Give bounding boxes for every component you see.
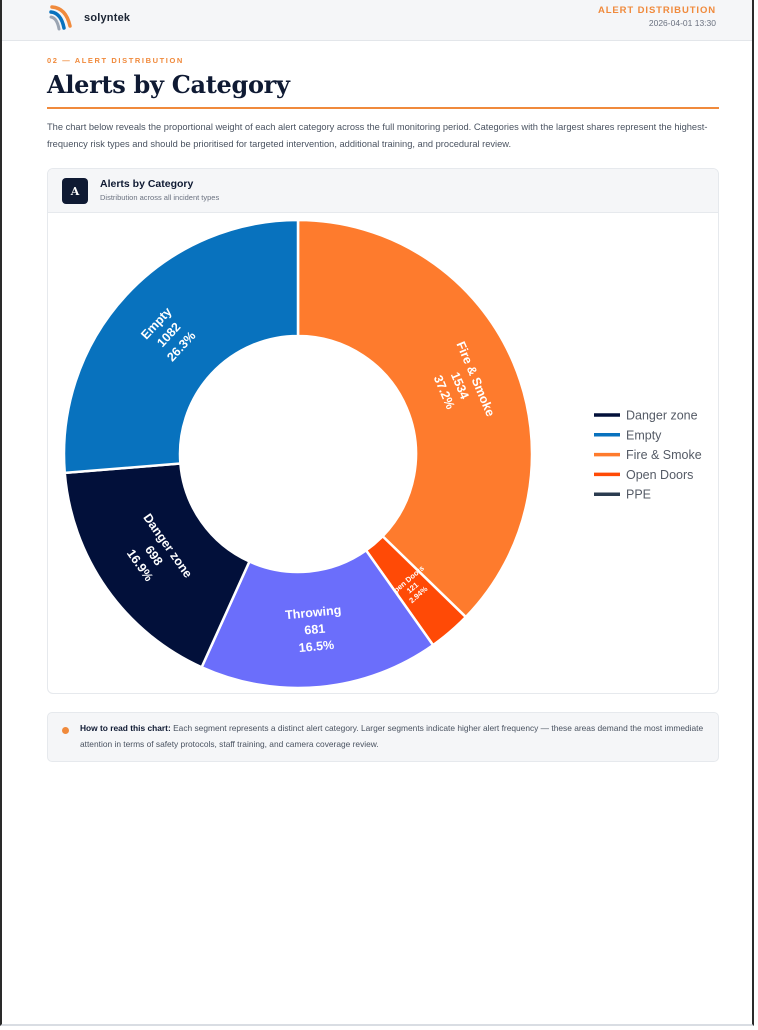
note-bullet-icon: [62, 727, 69, 734]
legend-item-ppe[interactable]: PPE: [594, 488, 651, 502]
header-meta: ALERT DISTRIBUTION 2026-04-01 13:30: [598, 5, 716, 28]
note-text: How to read this chart: Each segment rep…: [80, 721, 705, 752]
slice-percent: 16.5%: [298, 638, 335, 655]
legend-item-open-doors[interactable]: Open Doors: [594, 468, 693, 482]
chart-badge: A: [62, 178, 88, 204]
legend-label: Danger zone: [626, 409, 698, 423]
note-body: Each segment represents a distinct alert…: [80, 723, 704, 749]
slice-fire-smoke[interactable]: [296, 218, 534, 619]
chart-card: Fire & Smoke 1534 37.2% Open Doors 121 2.94% T…: [47, 168, 719, 694]
note-lead: How to read this chart:: [80, 723, 171, 733]
brand-logo-icon: [49, 5, 72, 31]
header-date: 2026-04-01 13:30: [648, 18, 716, 28]
brand[interactable]: solyntek: [48, 4, 130, 32]
intro-paragraph: The chart below reveals the proportional…: [47, 122, 708, 149]
chart-card-title: Alerts by Category: [100, 178, 194, 190]
top-bar: solyntek ALERT DISTRIBUTION 2026-04-01 1…: [2, 0, 752, 41]
header-title: ALERT DISTRIBUTION: [597, 5, 716, 16]
legend-label: Empty: [626, 428, 662, 442]
legend-label: Fire & Smoke: [626, 448, 702, 462]
legend-item-fire-smoke[interactable]: Fire & Smoke: [594, 448, 702, 462]
section-eyebrow: 02 — ALERT DISTRIBUTION: [47, 56, 184, 65]
slice-name: Throwing: [285, 603, 342, 622]
chart-card-header: A Alerts by Category Distribution across…: [48, 169, 718, 213]
slice-danger-zone[interactable]: [63, 462, 252, 669]
brand-name: solyntek: [84, 12, 131, 24]
legend-item-empty[interactable]: Empty: [594, 428, 662, 442]
slice-throwing[interactable]: [199, 548, 435, 690]
legend-item-danger-zone[interactable]: Danger zone: [594, 409, 698, 423]
title-divider: [47, 107, 719, 109]
chart-card-subtitle: Distribution across all incident types: [100, 193, 220, 202]
reading-note: How to read this chart: Each segment rep…: [47, 712, 719, 762]
legend-label: Open Doors: [626, 468, 693, 482]
slice-value: 681: [304, 622, 326, 638]
legend-label: PPE: [626, 488, 651, 502]
page-title: Alerts by Category: [47, 70, 290, 99]
slice-empty[interactable]: [62, 218, 300, 475]
